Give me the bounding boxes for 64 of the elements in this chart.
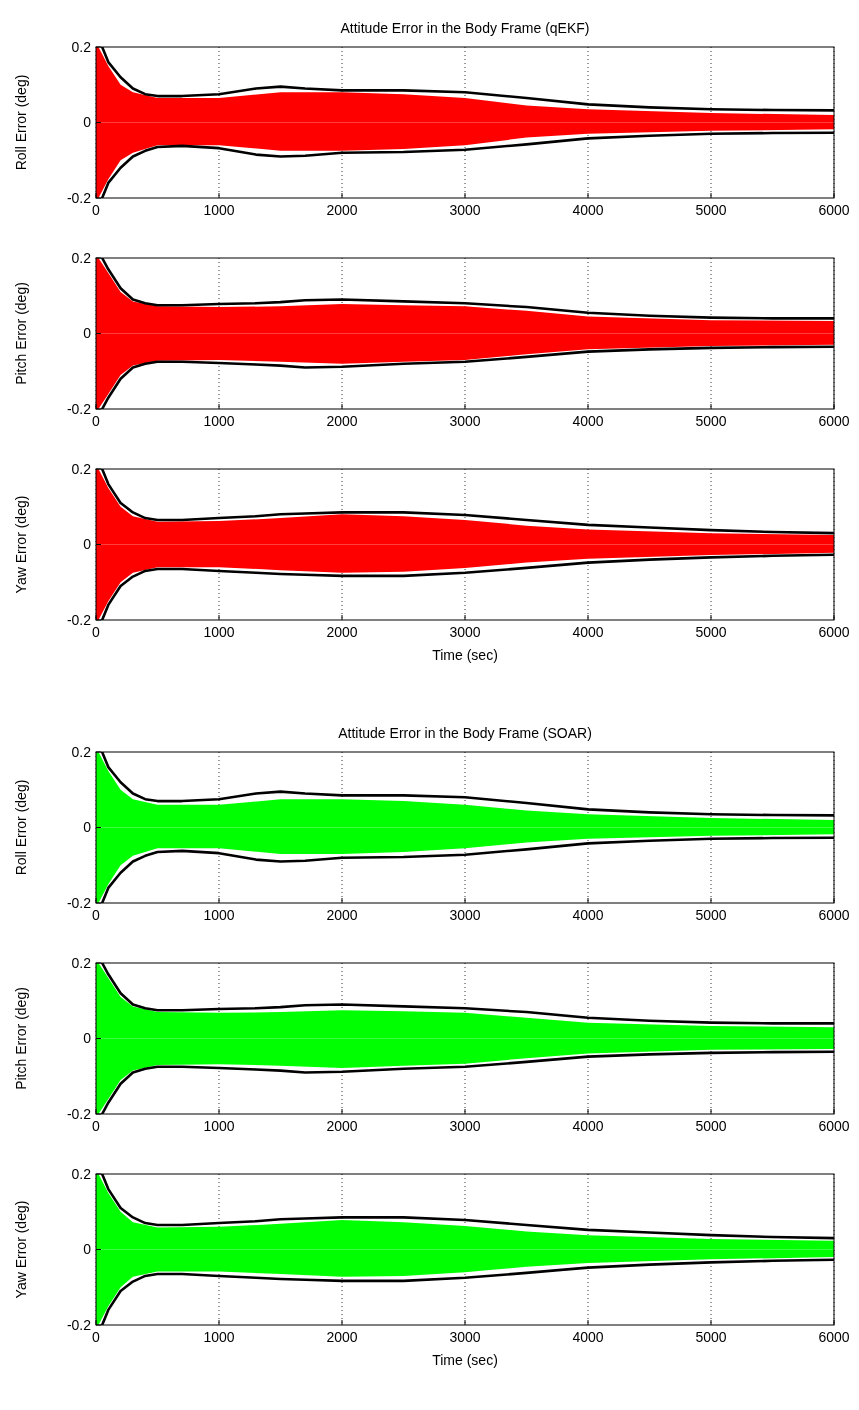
x-tick-label: 5000 bbox=[695, 624, 727, 640]
y-tick-label: -0.2 bbox=[66, 189, 92, 206]
x-tick-label: 2000 bbox=[326, 907, 358, 923]
y-tick-label: 0.2 bbox=[71, 954, 92, 971]
x-tick-label: 1000 bbox=[203, 624, 235, 640]
y-tick-label: 0 bbox=[83, 536, 92, 553]
x-tick-label: 2000 bbox=[326, 1118, 358, 1134]
x-tick-label: 5000 bbox=[695, 202, 727, 218]
x-tick-label: 6000 bbox=[818, 1118, 850, 1134]
x-tick-label: 6000 bbox=[818, 624, 850, 640]
y-tick-label: 0.2 bbox=[71, 743, 92, 760]
x-tick-label: 3000 bbox=[449, 202, 481, 218]
x-tick-label: 6000 bbox=[818, 1329, 850, 1345]
x-tick-label: 1000 bbox=[203, 413, 235, 429]
y-tick-label: 0.2 bbox=[71, 1165, 92, 1182]
y-tick-label: -0.2 bbox=[66, 611, 92, 628]
y-tick-label: 0 bbox=[83, 819, 92, 836]
x-tick-label: 6000 bbox=[818, 413, 850, 429]
x-tick-label: 5000 bbox=[695, 1118, 727, 1134]
x-tick-label: 4000 bbox=[572, 624, 604, 640]
x-tick-label: 5000 bbox=[695, 413, 727, 429]
y-axis-title: Yaw Error (deg) bbox=[13, 1200, 29, 1299]
y-tick-label: 0 bbox=[83, 1241, 92, 1258]
x-tick-label: 6000 bbox=[818, 907, 850, 923]
y-axis-title: Pitch Error (deg) bbox=[13, 987, 29, 1090]
y-axis-title: Pitch Error (deg) bbox=[13, 282, 29, 385]
x-tick-label: 4000 bbox=[572, 413, 604, 429]
x-tick-label: 5000 bbox=[695, 1329, 727, 1345]
y-tick-label: 0 bbox=[83, 325, 92, 342]
x-tick-label: 4000 bbox=[572, 907, 604, 923]
x-tick-label: 2000 bbox=[326, 624, 358, 640]
x-tick-label: 3000 bbox=[449, 413, 481, 429]
x-tick-label: 4000 bbox=[572, 1118, 604, 1134]
x-tick-label: 1000 bbox=[203, 907, 235, 923]
x-tick-label: 6000 bbox=[818, 202, 850, 218]
y-tick-label: -0.2 bbox=[66, 1105, 92, 1122]
y-tick-label: -0.2 bbox=[66, 400, 92, 417]
x-tick-label: 3000 bbox=[449, 1118, 481, 1134]
y-tick-label: 0.2 bbox=[71, 249, 92, 266]
x-tick-label: 1000 bbox=[203, 1329, 235, 1345]
y-tick-label: -0.2 bbox=[66, 1316, 92, 1333]
x-tick-label: 5000 bbox=[695, 907, 727, 923]
x-tick-label: 4000 bbox=[572, 202, 604, 218]
y-tick-label: 0.2 bbox=[71, 38, 92, 55]
x-axis-title: Time (sec) bbox=[432, 1352, 498, 1368]
chart-title: Attitude Error in the Body Frame (SOAR) bbox=[338, 725, 592, 741]
x-tick-label: 2000 bbox=[326, 1329, 358, 1345]
x-tick-label: 3000 bbox=[449, 907, 481, 923]
x-tick-label: 1000 bbox=[203, 1118, 235, 1134]
x-tick-label: 3000 bbox=[449, 1329, 481, 1345]
y-tick-label: 0 bbox=[83, 114, 92, 131]
x-tick-label: 2000 bbox=[326, 413, 358, 429]
y-tick-label: 0 bbox=[83, 1030, 92, 1047]
y-axis-title: Yaw Error (deg) bbox=[13, 495, 29, 594]
x-axis-title: Time (sec) bbox=[432, 647, 498, 663]
x-tick-label: 4000 bbox=[572, 1329, 604, 1345]
y-axis-title: Roll Error (deg) bbox=[13, 779, 29, 876]
x-tick-label: 1000 bbox=[203, 202, 235, 218]
x-tick-label: 3000 bbox=[449, 624, 481, 640]
chart-title: Attitude Error in the Body Frame (qEKF) bbox=[340, 20, 590, 36]
y-tick-label: -0.2 bbox=[66, 894, 92, 911]
x-tick-label: 2000 bbox=[326, 202, 358, 218]
y-tick-label: 0.2 bbox=[71, 460, 92, 477]
y-axis-title: Roll Error (deg) bbox=[13, 74, 29, 171]
